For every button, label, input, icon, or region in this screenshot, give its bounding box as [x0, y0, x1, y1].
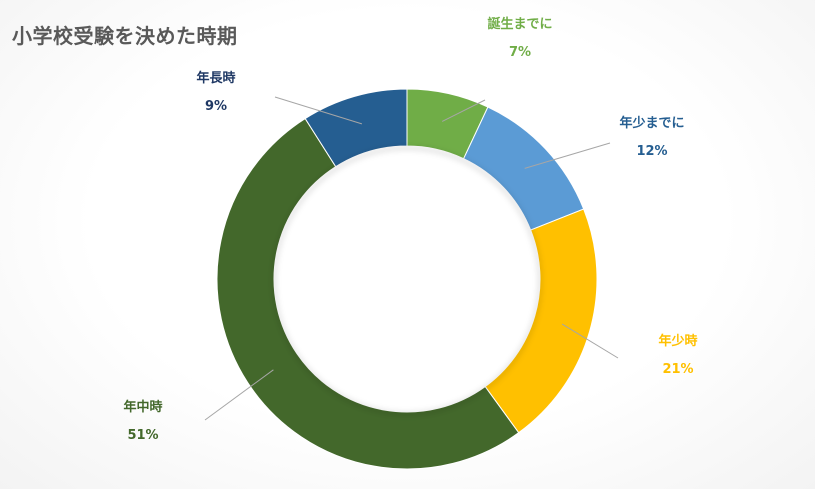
donut-slices — [216, 88, 598, 470]
slice-value-label: 7% — [509, 45, 531, 60]
leader-line-5 — [274, 96, 363, 125]
slice-value-label: 21% — [662, 362, 693, 377]
chart-title: 小学校受験を決めた時期 — [12, 24, 238, 48]
slice-value-label: 51% — [127, 428, 158, 443]
leader-line-4 — [204, 369, 274, 421]
leader-line-3 — [561, 323, 619, 359]
leader-line-1 — [441, 99, 486, 122]
slice-category-label: 年少までに — [619, 115, 684, 131]
slice-category-label: 年少時 — [658, 333, 697, 349]
slice-3 — [484, 208, 598, 434]
data-labels: 誕生までに 7% 年少までに 12% 年少時 21% 年中時 51% 年長時 9% — [123, 16, 697, 443]
slice-category-label: 年長時 — [196, 70, 235, 86]
slice-category-label: 年中時 — [123, 399, 162, 415]
slice-value-label: 12% — [636, 144, 667, 159]
slice-value-label: 9% — [205, 99, 227, 114]
slice-category-label: 誕生までに — [487, 16, 552, 32]
leader-lines — [204, 96, 619, 421]
slice-4 — [216, 117, 520, 470]
leader-line-2 — [524, 142, 611, 169]
inner-shadow — [272, 146, 542, 416]
